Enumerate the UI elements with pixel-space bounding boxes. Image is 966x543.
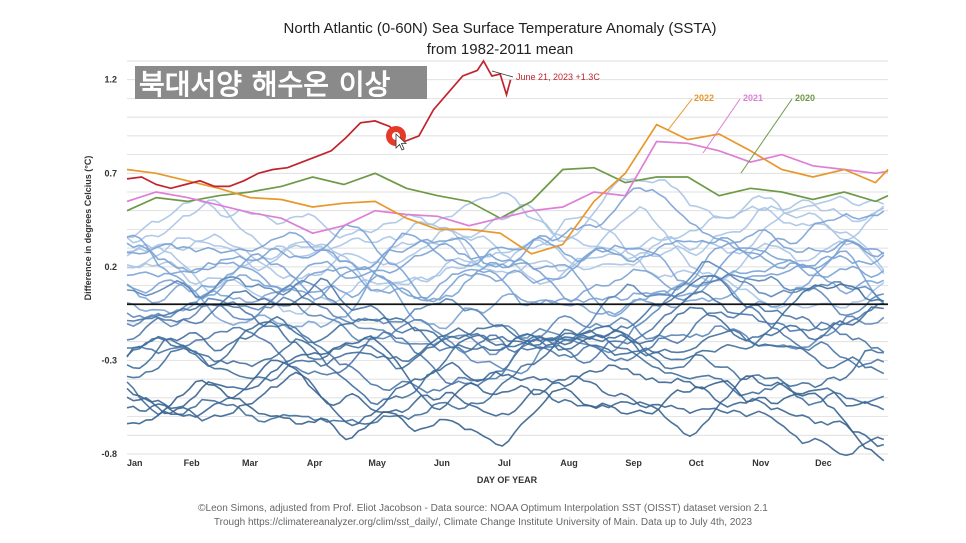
y-tick-label: 0.7 <box>104 168 117 178</box>
callout-line-2021 <box>702 98 741 154</box>
x-tick-label: Sep <box>625 458 642 468</box>
series-line-2023 <box>126 59 512 190</box>
peak-annotation-text: June 21, 2023 +1.3C <box>516 72 600 82</box>
x-tick-labels: Jan Feb Mar Apr May Jun Jul Aug Sep Oct Nov Dec <box>127 458 832 468</box>
mouse-pointer-icon <box>395 133 408 151</box>
background-year-line <box>126 320 885 375</box>
legend-label-2022: 2022 <box>694 93 714 103</box>
background-year-line <box>126 177 885 271</box>
series-line-2021 <box>126 140 889 235</box>
background-year-line <box>126 327 884 397</box>
highlighted-year-lines <box>126 59 889 255</box>
background-year-line <box>126 210 885 303</box>
y-tick-label: 0.2 <box>104 262 117 272</box>
callout-line-2022 <box>667 98 693 131</box>
x-tick-label: Jun <box>434 458 450 468</box>
series-line-2020 <box>126 166 889 220</box>
y-tick-label: -0.3 <box>101 355 117 365</box>
background-year-lines <box>126 177 885 462</box>
footer-credit-line1: ©Leon Simons, adjusted from Prof. Eliot … <box>198 503 768 514</box>
x-tick-label: Feb <box>184 458 201 468</box>
x-tick-label: Jul <box>498 458 511 468</box>
peak-annotation: June 21, 2023 +1.3C <box>491 70 600 82</box>
background-year-line <box>126 283 884 358</box>
background-year-line <box>126 242 885 318</box>
legend-label-2020: 2020 <box>795 93 815 103</box>
legend-callouts: 2022 2021 2020 <box>667 93 815 174</box>
chart-subtitle: from 1982-2011 mean <box>427 41 573 58</box>
korean-caption-overlay: 북대서양 해수온 이상 <box>135 66 427 101</box>
footer-credit-line2: Trough https://climatereanalyzer.org/cli… <box>214 517 753 528</box>
background-year-line <box>126 204 885 293</box>
background-year-line <box>126 260 885 354</box>
background-year-line <box>126 379 885 462</box>
peak-callout-line <box>491 70 514 78</box>
background-year-line <box>126 336 885 425</box>
caption-text: 북대서양 해수온 이상 <box>139 68 391 101</box>
background-year-line <box>126 359 885 438</box>
legend-label-2021: 2021 <box>743 93 763 103</box>
x-tick-label: Apr <box>307 458 323 468</box>
background-year-line <box>126 198 885 285</box>
gridlines <box>127 60 888 455</box>
background-year-line <box>126 215 885 315</box>
y-axis-label: Difference in degrees Celcius (°C) <box>83 156 93 301</box>
background-year-line <box>126 253 885 330</box>
series-line-2022 <box>126 123 889 255</box>
y-tick-label: 1.2 <box>104 75 117 85</box>
y-tick-label: -0.8 <box>101 449 117 459</box>
y-tick-labels: 1.2 0.7 0.2 -0.3 -0.8 <box>101 75 117 459</box>
x-tick-label: Aug <box>560 458 578 468</box>
background-year-line <box>126 240 885 309</box>
x-tick-label: Nov <box>752 458 769 468</box>
x-tick-label: Dec <box>815 458 832 468</box>
cursor-marker <box>386 126 408 151</box>
background-year-line <box>126 187 885 302</box>
background-year-line <box>126 205 885 310</box>
background-year-line <box>126 306 884 406</box>
callout-line-2020 <box>740 98 793 174</box>
x-tick-label: May <box>368 458 386 468</box>
background-year-line <box>126 361 885 457</box>
background-year-line <box>126 335 885 448</box>
x-axis-label: DAY OF YEAR <box>477 475 538 485</box>
chart-title: North Atlantic (0-60N) Sea Surface Tempe… <box>284 20 717 37</box>
caption-background <box>135 66 427 99</box>
x-tick-label: Oct <box>689 458 704 468</box>
x-tick-label: Mar <box>242 458 259 468</box>
background-year-line <box>126 275 885 394</box>
x-tick-label: Jan <box>127 458 143 468</box>
background-year-line <box>127 229 885 303</box>
